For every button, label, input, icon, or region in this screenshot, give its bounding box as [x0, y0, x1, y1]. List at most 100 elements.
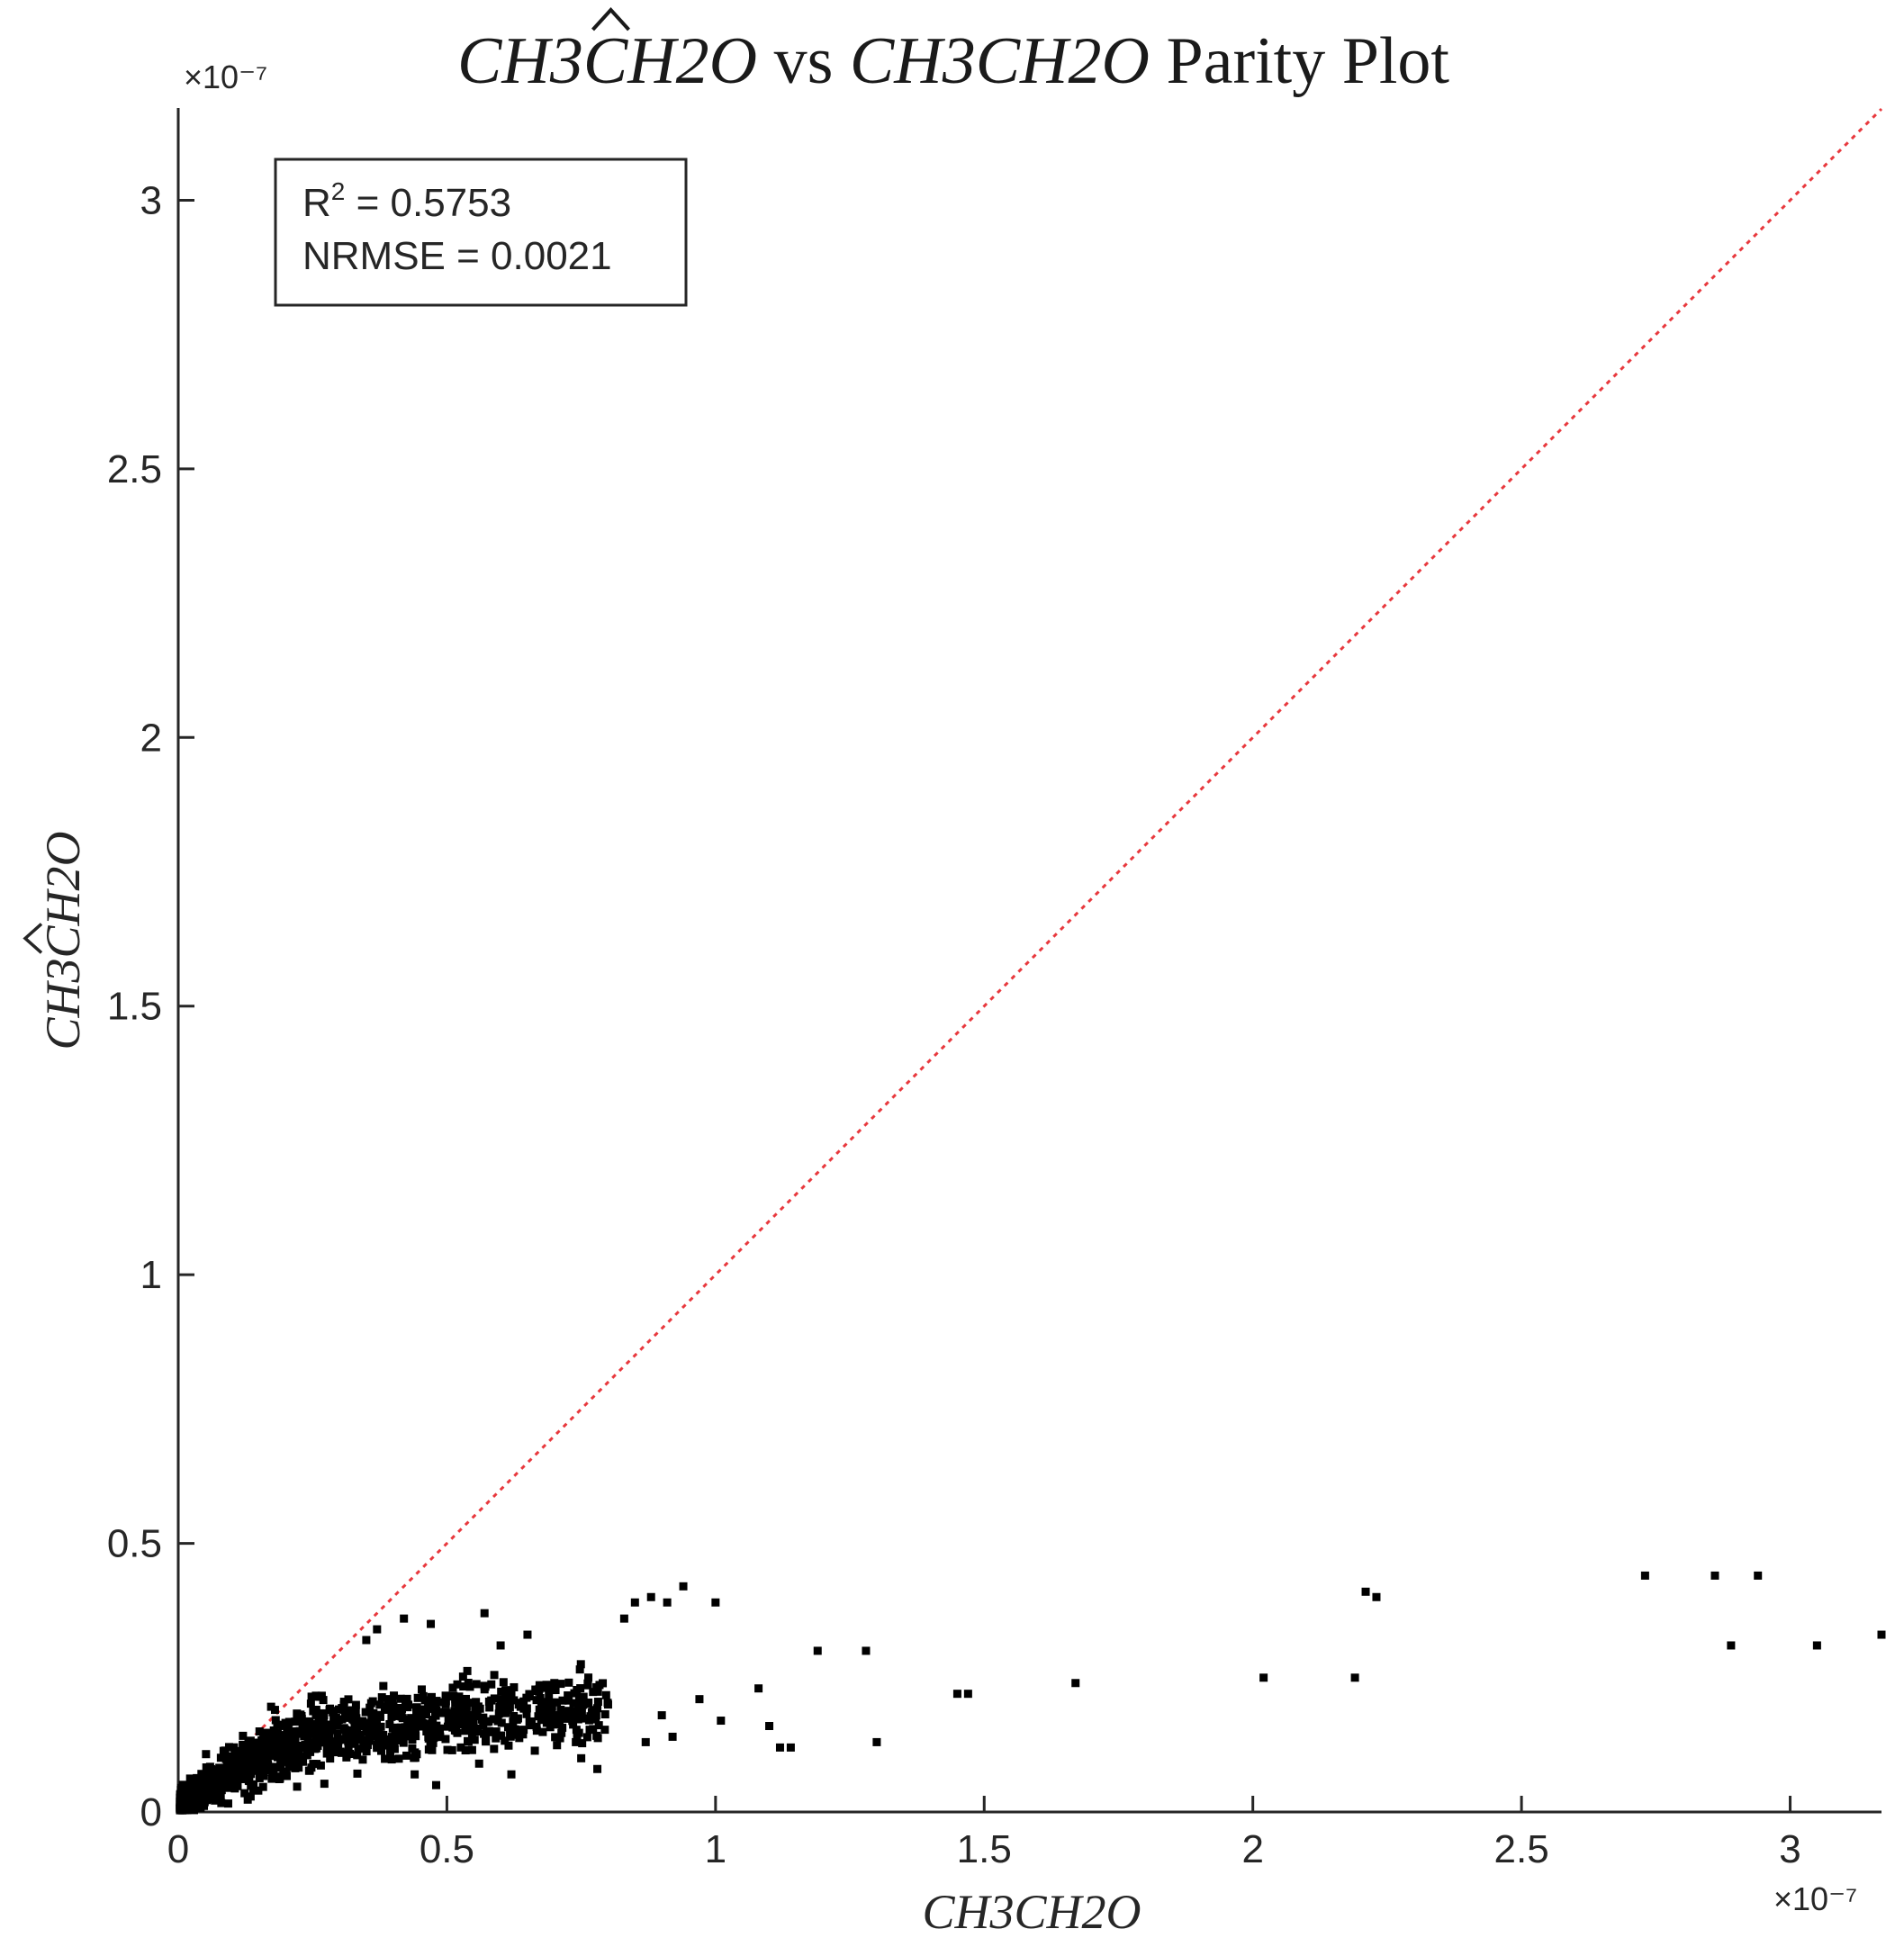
data-point	[553, 1741, 562, 1750]
data-point	[497, 1687, 506, 1696]
data-point	[584, 1673, 593, 1682]
data-point	[474, 1759, 483, 1768]
data-point	[322, 1744, 331, 1753]
data-point	[180, 1793, 189, 1802]
data-point	[542, 1681, 551, 1690]
data-point	[572, 1737, 581, 1746]
data-point	[319, 1696, 328, 1705]
data-point	[294, 1728, 303, 1737]
data-point	[334, 1735, 343, 1744]
data-point	[499, 1678, 508, 1687]
data-point	[228, 1780, 237, 1789]
data-point	[259, 1771, 268, 1780]
data-point	[239, 1731, 248, 1740]
data-point	[342, 1753, 351, 1762]
data-point	[963, 1690, 972, 1699]
data-point	[205, 1778, 214, 1787]
data-point	[316, 1761, 325, 1770]
x-tick-label: 2.5	[1494, 1827, 1549, 1871]
data-point	[455, 1692, 464, 1701]
data-point	[288, 1754, 297, 1763]
data-point	[431, 1780, 440, 1789]
data-point	[238, 1771, 247, 1780]
axis-ticks: 0 0.5 1 1.5 2 2.5 3 0 0.5 1 1.5 2 2.5 3	[107, 178, 1801, 1871]
data-point	[254, 1766, 263, 1775]
data-point	[241, 1762, 250, 1771]
data-point	[299, 1757, 308, 1766]
data-point	[469, 1724, 478, 1733]
data-point	[593, 1698, 602, 1707]
data-point	[292, 1759, 301, 1768]
data-point	[373, 1716, 382, 1725]
data-point	[256, 1744, 265, 1753]
data-point	[354, 1744, 363, 1753]
ylabel-part2: H2O	[36, 831, 90, 926]
data-point	[572, 1726, 581, 1735]
data-point	[367, 1713, 376, 1722]
data-point	[229, 1774, 238, 1783]
data-point	[464, 1737, 473, 1746]
data-point	[400, 1614, 409, 1623]
data-point	[344, 1695, 353, 1704]
data-point	[363, 1741, 372, 1750]
data-point	[510, 1725, 519, 1734]
title-part2: H2O	[627, 24, 757, 98]
data-point	[573, 1715, 582, 1724]
data-point	[249, 1780, 258, 1789]
data-point	[204, 1770, 213, 1779]
data-point	[353, 1769, 362, 1778]
data-point	[535, 1705, 544, 1714]
data-point	[540, 1706, 549, 1715]
data-point	[351, 1708, 360, 1717]
y-tick-label: 0	[140, 1790, 162, 1834]
data-point	[510, 1711, 519, 1720]
x-tick-label: 3	[1779, 1827, 1800, 1871]
data-point	[551, 1733, 560, 1742]
data-point	[1372, 1592, 1381, 1601]
data-point	[402, 1694, 411, 1703]
data-point	[589, 1688, 598, 1697]
data-point	[499, 1703, 508, 1712]
data-point	[531, 1687, 540, 1696]
data-point	[238, 1748, 247, 1757]
data-point	[254, 1786, 263, 1795]
data-point	[311, 1710, 320, 1719]
data-point	[473, 1712, 482, 1721]
stats-box	[274, 158, 688, 307]
data-point	[556, 1705, 565, 1714]
data-point	[584, 1698, 593, 1707]
data-point	[224, 1752, 233, 1761]
data-point	[591, 1715, 600, 1724]
y-tick-label: 1	[140, 1253, 162, 1297]
data-point	[538, 1727, 547, 1736]
data-point	[420, 1696, 429, 1705]
data-point	[326, 1754, 335, 1763]
data-point	[302, 1745, 311, 1754]
data-point	[379, 1681, 388, 1690]
data-point	[447, 1745, 456, 1754]
data-point	[668, 1732, 677, 1741]
data-point	[359, 1742, 368, 1751]
data-point	[555, 1734, 564, 1743]
data-point	[297, 1715, 306, 1724]
data-point	[314, 1716, 323, 1725]
data-point	[339, 1698, 348, 1707]
x-tick-label: 0	[167, 1827, 189, 1871]
data-point	[432, 1706, 441, 1715]
data-point	[573, 1733, 582, 1742]
data-point	[582, 1733, 591, 1742]
data-point	[410, 1716, 419, 1725]
r-squared-label: R2 = 0.5753	[302, 177, 511, 225]
data-point	[344, 1744, 353, 1753]
data-point	[377, 1746, 386, 1755]
x-tick-label: 1.5	[957, 1827, 1012, 1871]
data-point	[411, 1753, 420, 1762]
data-point	[366, 1699, 375, 1708]
data-point	[246, 1736, 255, 1745]
data-point	[600, 1726, 609, 1735]
data-point	[198, 1784, 207, 1793]
data-point	[547, 1703, 556, 1712]
data-point	[248, 1784, 257, 1793]
data-point	[492, 1727, 501, 1736]
data-point	[441, 1697, 450, 1706]
